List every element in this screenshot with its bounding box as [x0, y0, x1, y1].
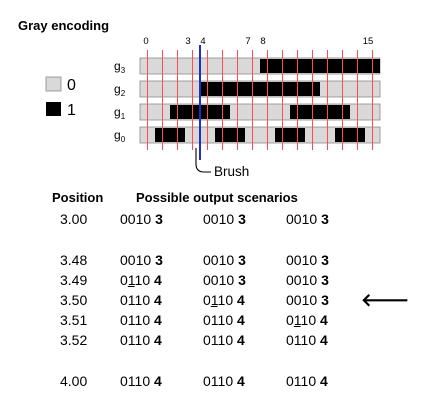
tick-label-4: 4: [200, 36, 205, 47]
header-position: Position: [52, 190, 104, 205]
legend-swatch-one: [46, 102, 61, 116]
scenario-3-output: 0110 4: [286, 332, 328, 348]
tick-label-0: 0: [143, 36, 148, 47]
position-value: 3.50: [60, 292, 88, 308]
tick-label-7: 7: [245, 36, 250, 47]
scenario-2-output: 0010 3: [203, 252, 246, 268]
table-row: 3.51 0110 4 0110 4 0110 4: [0, 311, 421, 329]
bit-on-segment-g2-0: [200, 82, 320, 96]
position-value: 4.00: [60, 373, 88, 389]
track-label-g3: g3: [114, 59, 126, 75]
scenario-1-output: 0110 4: [120, 373, 162, 389]
scenario-1-output: 0010 3: [120, 252, 163, 268]
scenario-2-output: 0110 4: [203, 373, 245, 389]
bit-on-segment-g3-0: [260, 59, 380, 73]
scenario-3-output: 0110 4: [286, 373, 328, 389]
position-value: 3.00: [60, 211, 88, 227]
track-label-g0: g0: [114, 128, 126, 144]
table-row: 3.48 0010 3 0010 3 0010 3: [0, 251, 421, 269]
scenario-1-output: 0110 4: [120, 332, 162, 348]
tick-label-15: 15: [363, 36, 374, 47]
bit-on-segment-g0-1: [215, 128, 245, 142]
legend-label-one: 1: [67, 102, 76, 119]
gray-code-tracks: [139, 57, 381, 144]
gray-code-diagram: Gray encoding 0 3 4 7 8 15 0 1 g3 g2 g1 …: [18, 18, 381, 179]
scenario-2-output: 0110 4: [203, 332, 245, 348]
bit-on-segment-g0-2: [275, 128, 305, 142]
brush-label: Brush: [214, 164, 249, 179]
position-value: 3.48: [60, 252, 88, 268]
scenario-3-output: 0110 4: [286, 312, 328, 328]
header-scenarios: Possible output scenarios: [136, 190, 298, 205]
position-value: 3.49: [60, 272, 88, 288]
scenario-2-output: 0110 4: [203, 312, 245, 328]
track-label-g1: g1: [114, 105, 126, 121]
position-value: 3.52: [60, 332, 88, 348]
bit-on-segment-g1-1: [290, 105, 350, 119]
figure-title: Gray encoding: [18, 18, 109, 33]
scenario-3-output: 0010 3: [286, 292, 329, 308]
track-label-g2: g2: [114, 82, 126, 98]
scenario-2-output: 0010 3: [203, 272, 246, 288]
bit-on-segment-g0-0: [155, 128, 185, 142]
brush-pointer-line: [195, 148, 211, 173]
scenario-1-output: 0010 3: [120, 211, 163, 227]
tick-label-3: 3: [185, 36, 190, 47]
scenario-3-output: 0010 3: [286, 252, 329, 268]
table-row: 4.00 0110 4 0110 4 0110 4: [0, 372, 421, 390]
position-grid: [147, 50, 373, 150]
table-row: 3.50 0110 4 0110 4 0010 3 🡐: [0, 291, 421, 309]
table-row: 3.49 0110 4 0010 3 0010 3: [0, 271, 421, 289]
scenario-1-output: 0110 4: [120, 292, 162, 308]
table-row: 3.52 0110 4 0110 4 0110 4: [0, 331, 421, 349]
legend-swatch-zero: [45, 76, 62, 92]
scenario-2-output: 0110 4: [203, 292, 245, 308]
scenario-1-output: 0110 4: [120, 312, 162, 328]
bit-on-segment-g0-3: [335, 128, 365, 142]
scenario-3-output: 0010 3: [286, 272, 329, 288]
scenario-3-output: 0010 3: [286, 211, 329, 227]
scenario-2-output: 0010 3: [203, 211, 246, 227]
table-row: 3.00 0010 3 0010 3 0010 3: [0, 210, 421, 228]
scenario-1-output: 0110 4: [120, 272, 162, 288]
tick-label-8: 8: [260, 36, 265, 47]
legend-label-zero: 0: [67, 77, 76, 94]
position-value: 3.51: [60, 312, 88, 328]
current-row-arrow-icon: 🡐: [361, 290, 410, 310]
